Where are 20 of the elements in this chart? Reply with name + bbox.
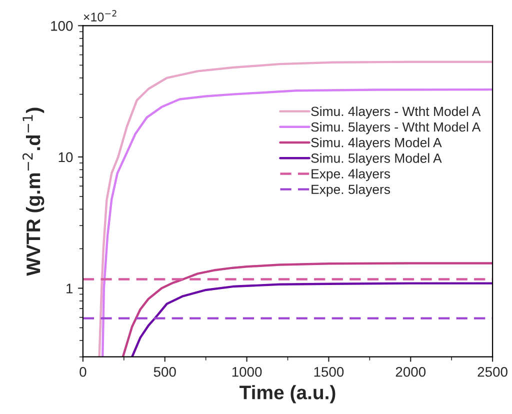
legend-label: Simu. 5layers - Wtht Model A [311, 122, 481, 134]
legend-label: Simu. 4layers - Wtht Model A [311, 106, 481, 119]
legend-label: Expe. 5layers [312, 184, 390, 197]
x-tick-label: 2500 [478, 366, 508, 377]
legend-label: Simu. 5layers Model A [311, 153, 442, 166]
y-tick-label: 100 [51, 21, 73, 31]
x-tick-label: 2000 [396, 366, 426, 377]
line-series [122, 262, 493, 357]
x-axis-title: Time (a.u.) [240, 385, 336, 404]
x-tick-label: 1500 [314, 366, 344, 377]
text: ×10$^{−2}$ [84, 10, 116, 22]
y-axis-title: WVTR (g.m$^{−2}$.d$^{−1}$) [22, 108, 44, 276]
x-tick-label: 500 [154, 366, 176, 377]
x-tick-label: 0 [80, 366, 86, 377]
line-series [130, 282, 493, 357]
x-tick-label: 1000 [232, 366, 262, 377]
legend-label: Expe. 4layers [312, 168, 390, 182]
y-tick-label: 10 [58, 152, 73, 162]
legend-label: Simu. 4layers Model A [311, 138, 442, 150]
y-tick-label: 1 [66, 284, 73, 294]
